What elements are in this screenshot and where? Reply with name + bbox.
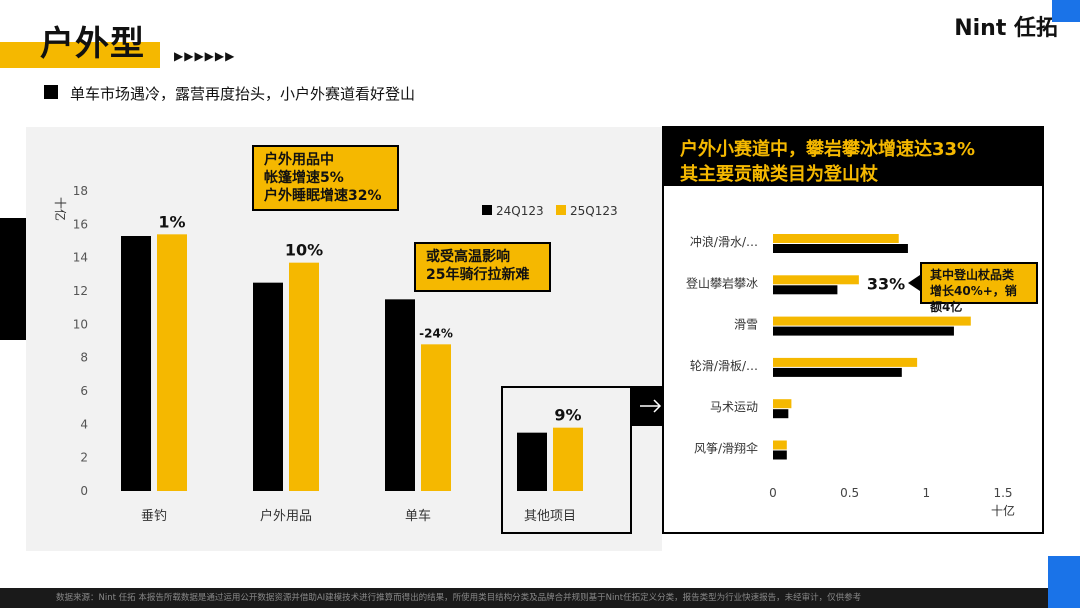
callout-line: 帐篷增速5% bbox=[264, 170, 344, 186]
growth-data-label: 33% bbox=[867, 274, 905, 293]
hbar-25Q123 bbox=[773, 357, 918, 367]
y-category-label: 冲浪/滑水/… bbox=[690, 234, 758, 249]
title-accent-bar bbox=[0, 42, 160, 68]
callout-outdoor-goods: 户外用品中 帐篷增速5% 户外睡眠增速32% bbox=[252, 145, 399, 211]
x-tick-label: 单车 bbox=[405, 508, 431, 524]
callout-line: 或受高温影响 bbox=[426, 249, 510, 265]
hbar-24Q123 bbox=[773, 409, 789, 419]
bar-24Q123 bbox=[253, 282, 283, 491]
arrow-decoration: ▶▶▶▶▶▶ bbox=[174, 49, 236, 63]
growth-data-label: 10% bbox=[285, 241, 323, 260]
hbar-25Q123 bbox=[773, 440, 787, 450]
x-tick-label: 户外用品 bbox=[260, 508, 312, 524]
y-tick-label: 18 bbox=[73, 184, 88, 198]
corner-decoration bbox=[1048, 556, 1080, 608]
hbar-25Q123 bbox=[773, 275, 859, 285]
callout-line: 户外用品中 bbox=[264, 152, 334, 168]
y-tick-label: 0 bbox=[80, 484, 88, 498]
growth-data-label: 9% bbox=[554, 406, 581, 425]
other-items-highlight-box bbox=[501, 386, 632, 534]
x-tick-label: 0 bbox=[769, 486, 777, 500]
y-tick-label: 2 bbox=[80, 451, 88, 465]
hbar-24Q123 bbox=[773, 244, 908, 253]
bullet-square-icon bbox=[44, 85, 58, 99]
y-tick-label: 12 bbox=[73, 284, 88, 298]
callout-climbing: 其中登山杖品类 增长40%+，销额4亿 bbox=[920, 262, 1038, 314]
callout-line: 25年骑行拉新难 bbox=[426, 267, 530, 283]
x-axis-label: 十亿 bbox=[991, 503, 1015, 518]
legend-swatch bbox=[556, 205, 566, 215]
callout-line: 户外睡眠增速32% bbox=[264, 188, 382, 204]
growth-data-label: -24% bbox=[419, 326, 453, 340]
y-category-label: 轮滑/滑板/… bbox=[690, 359, 758, 373]
y-category-label: 马术运动 bbox=[710, 400, 758, 414]
y-tick-label: 8 bbox=[80, 351, 88, 365]
hbar-24Q123 bbox=[773, 285, 838, 295]
growth-data-label: 1% bbox=[158, 212, 185, 231]
hbar-25Q123 bbox=[773, 316, 971, 326]
bar-24Q123 bbox=[517, 432, 547, 491]
y-tick-label: 16 bbox=[73, 217, 88, 231]
y-tick-label: 10 bbox=[73, 317, 88, 331]
x-tick-label: 1 bbox=[923, 486, 931, 500]
legend-label: 24Q123 bbox=[496, 204, 544, 218]
bar-24Q123 bbox=[121, 236, 151, 491]
callout-bike: 或受高温影响 25年骑行拉新难 bbox=[414, 242, 551, 292]
legend-swatch bbox=[482, 205, 492, 215]
y-axis-label: 十亿 bbox=[53, 197, 68, 221]
y-category-label: 滑雪 bbox=[734, 318, 758, 332]
bar-25Q123 bbox=[553, 427, 583, 491]
hbar-24Q123 bbox=[773, 367, 902, 377]
callout-line: 其中登山杖品类 bbox=[930, 268, 1015, 282]
x-tick-label: 1.5 bbox=[993, 486, 1012, 500]
callout-line: 增长40%+，销额4亿 bbox=[930, 284, 1017, 314]
y-tick-label: 6 bbox=[80, 384, 88, 398]
legend-label: 25Q123 bbox=[570, 204, 618, 218]
x-tick-label: 0.5 bbox=[840, 486, 859, 500]
x-tick-label: 垂钓 bbox=[141, 509, 167, 524]
y-category-label: 登山攀岩攀冰 bbox=[686, 275, 758, 290]
page-subtitle: 单车市场遇冷，露营再度抬头，小户外赛道看好登山 bbox=[70, 85, 416, 103]
bar-24Q123 bbox=[385, 299, 415, 491]
y-category-label: 风筝/滑翔伞 bbox=[694, 441, 758, 456]
hbar-25Q123 bbox=[773, 399, 792, 409]
page-title: 户外型 bbox=[40, 24, 145, 64]
hbar-24Q123 bbox=[773, 326, 954, 336]
callout-pointer bbox=[908, 275, 920, 291]
arrow-right-icon bbox=[640, 399, 662, 413]
footer-source-note: 数据来源：Nint 任拓 本报告所载数据是通过运用公开数据资源并借助AI建模技术… bbox=[0, 588, 1080, 608]
bar-25Q123 bbox=[421, 344, 451, 491]
brand-logo: Nint 任拓 bbox=[954, 16, 1058, 41]
bar-25Q123 bbox=[289, 262, 319, 491]
y-tick-label: 14 bbox=[73, 251, 88, 265]
y-tick-label: 4 bbox=[80, 417, 88, 431]
hbar-24Q123 bbox=[773, 450, 787, 460]
side-decoration bbox=[0, 218, 26, 340]
right-panel-title: 户外小赛道中，攀岩攀冰增速达33% bbox=[680, 139, 976, 160]
corner-decoration bbox=[1052, 0, 1080, 22]
hbar-25Q123 bbox=[773, 234, 899, 243]
x-tick-label: 其他项目 bbox=[524, 509, 576, 524]
bar-25Q123 bbox=[157, 234, 187, 491]
right-panel-header bbox=[664, 128, 1042, 186]
right-panel-title: 其主要贡献类目为登山杖 bbox=[680, 164, 878, 185]
